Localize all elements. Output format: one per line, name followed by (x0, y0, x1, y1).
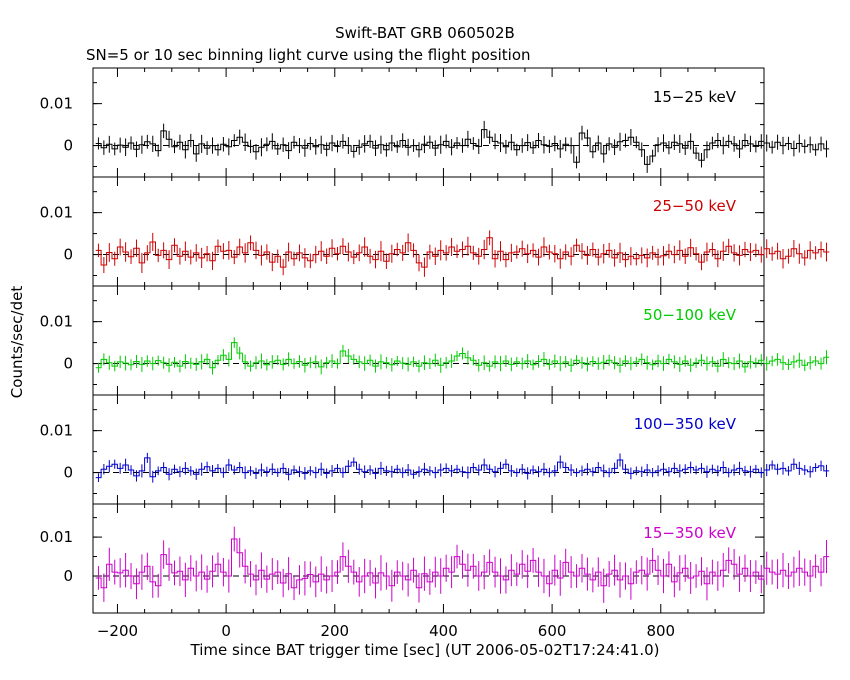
x-tick-label: 800 (646, 622, 675, 640)
panel-5: 0 0.01 15−350 keV (40, 503, 830, 614)
band-label: 50−100 keV (643, 306, 736, 324)
y-tick-label: 0 (63, 464, 73, 482)
y-axis-label: Counts/sec/det (8, 286, 26, 399)
x-axis-label: Time since BAT trigger time [sec] (UT 20… (190, 641, 660, 659)
y-tick-label: 0.01 (40, 313, 73, 331)
panel-frame (92, 176, 765, 287)
band-label: 25−50 keV (653, 197, 737, 215)
panel-4: 0 0.01 100−350 keV (40, 394, 830, 505)
y-tick-label: 0 (63, 137, 73, 155)
y-tick-label: 0.01 (40, 204, 73, 222)
panel-frame (92, 285, 765, 396)
y-tick-label: 0.01 (40, 528, 73, 546)
panel-3: 0 0.01 50−100 keV (40, 285, 830, 396)
panel-1: 0 0.01 15−25 keV (40, 67, 830, 178)
chart-title: Swift-BAT GRB 060502B (335, 24, 515, 42)
x-tick-label: 200 (320, 622, 349, 640)
x-tick-label: −200 (97, 622, 138, 640)
x-tick-label: 600 (538, 622, 567, 640)
x-tick-label: 400 (429, 622, 458, 640)
panel-frame (92, 503, 765, 614)
y-tick-label: 0 (63, 355, 73, 373)
panels: 0 0.01 15−25 keV 0 0.01 25−50 keV 0 0.01 50−100 … (40, 67, 830, 640)
band-label: 15−25 keV (653, 88, 737, 106)
y-tick-label: 0 (63, 246, 73, 264)
band-label: 100−350 keV (634, 415, 737, 433)
band-label: 15−350 keV (643, 524, 736, 542)
panel-2: 0 0.01 25−50 keV (40, 176, 830, 287)
y-tick-label: 0.01 (40, 422, 73, 440)
x-tick-label: 0 (221, 622, 231, 640)
y-tick-label: 0.01 (40, 95, 73, 113)
y-tick-label: 0 (63, 567, 73, 585)
panel-frame (92, 394, 765, 505)
panel-frame (92, 67, 765, 178)
chart-subtitle: SN=5 or 10 sec binning light curve using… (86, 46, 531, 64)
